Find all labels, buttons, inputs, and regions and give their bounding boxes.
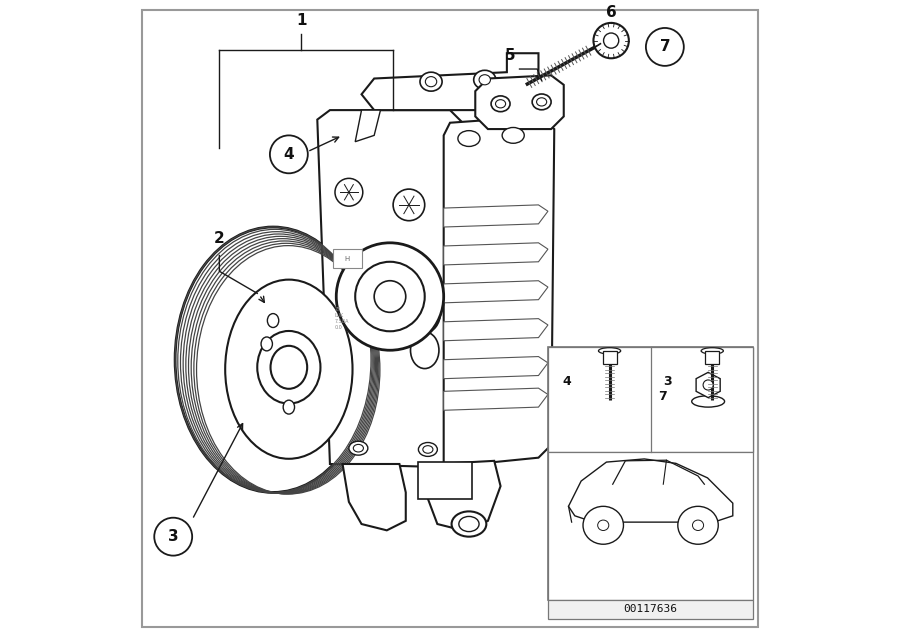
Text: ZF
LUK
7.5BA
0.0: ZF LUK 7.5BA 0.0 — [335, 307, 349, 330]
Polygon shape — [569, 459, 733, 522]
Ellipse shape — [426, 76, 436, 86]
Polygon shape — [696, 372, 720, 398]
Circle shape — [374, 280, 406, 312]
Bar — [651, 347, 753, 452]
Polygon shape — [444, 116, 554, 467]
Polygon shape — [444, 243, 548, 265]
Ellipse shape — [473, 71, 496, 89]
Circle shape — [335, 178, 363, 206]
Ellipse shape — [410, 332, 439, 369]
Ellipse shape — [678, 506, 718, 544]
Text: 1: 1 — [296, 13, 307, 28]
Ellipse shape — [532, 94, 551, 110]
Circle shape — [270, 135, 308, 173]
Ellipse shape — [479, 74, 490, 85]
Ellipse shape — [225, 280, 353, 459]
Bar — [603, 351, 616, 364]
Ellipse shape — [583, 506, 624, 544]
Ellipse shape — [261, 337, 273, 351]
Circle shape — [703, 380, 713, 390]
Ellipse shape — [491, 96, 510, 112]
Ellipse shape — [459, 516, 479, 532]
Bar — [548, 347, 753, 600]
Ellipse shape — [409, 292, 440, 333]
Ellipse shape — [354, 445, 364, 452]
Ellipse shape — [420, 73, 442, 91]
Polygon shape — [428, 461, 500, 530]
Bar — [706, 351, 719, 364]
Text: 5: 5 — [505, 48, 516, 63]
Circle shape — [356, 262, 425, 331]
Text: 7: 7 — [659, 390, 667, 403]
Ellipse shape — [452, 511, 486, 537]
Ellipse shape — [598, 348, 621, 354]
Circle shape — [154, 518, 193, 556]
Ellipse shape — [349, 441, 368, 455]
Ellipse shape — [692, 520, 704, 530]
Bar — [333, 249, 362, 268]
Text: 3: 3 — [662, 375, 671, 389]
Ellipse shape — [701, 348, 724, 354]
Circle shape — [646, 28, 684, 66]
Ellipse shape — [502, 127, 525, 143]
Polygon shape — [356, 110, 381, 142]
Polygon shape — [343, 464, 406, 530]
Polygon shape — [475, 75, 563, 129]
Text: 2: 2 — [214, 231, 225, 246]
Text: 6: 6 — [606, 5, 616, 20]
Bar — [418, 462, 472, 499]
Circle shape — [593, 23, 629, 59]
Ellipse shape — [271, 346, 307, 389]
Ellipse shape — [267, 314, 279, 328]
Text: 00117636: 00117636 — [624, 604, 678, 614]
Circle shape — [604, 33, 618, 48]
Polygon shape — [444, 205, 548, 227]
Ellipse shape — [176, 227, 371, 492]
Ellipse shape — [423, 446, 433, 453]
Polygon shape — [444, 357, 548, 378]
Ellipse shape — [418, 443, 437, 457]
Bar — [548, 600, 753, 619]
Ellipse shape — [496, 100, 506, 108]
Ellipse shape — [692, 396, 724, 407]
Text: 7: 7 — [660, 39, 670, 55]
Ellipse shape — [284, 400, 294, 414]
Text: H: H — [345, 256, 349, 261]
Polygon shape — [444, 319, 548, 341]
Circle shape — [393, 189, 425, 221]
Text: 4: 4 — [284, 147, 294, 162]
Polygon shape — [444, 388, 548, 410]
Ellipse shape — [257, 331, 320, 404]
Bar — [548, 347, 753, 452]
Text: 4: 4 — [562, 375, 571, 389]
Polygon shape — [318, 110, 463, 467]
Circle shape — [337, 243, 444, 350]
Ellipse shape — [458, 130, 480, 146]
Ellipse shape — [536, 98, 546, 106]
Polygon shape — [362, 53, 538, 110]
Ellipse shape — [598, 520, 608, 530]
Polygon shape — [444, 280, 548, 303]
Text: 3: 3 — [168, 529, 178, 544]
Bar — [548, 452, 753, 600]
